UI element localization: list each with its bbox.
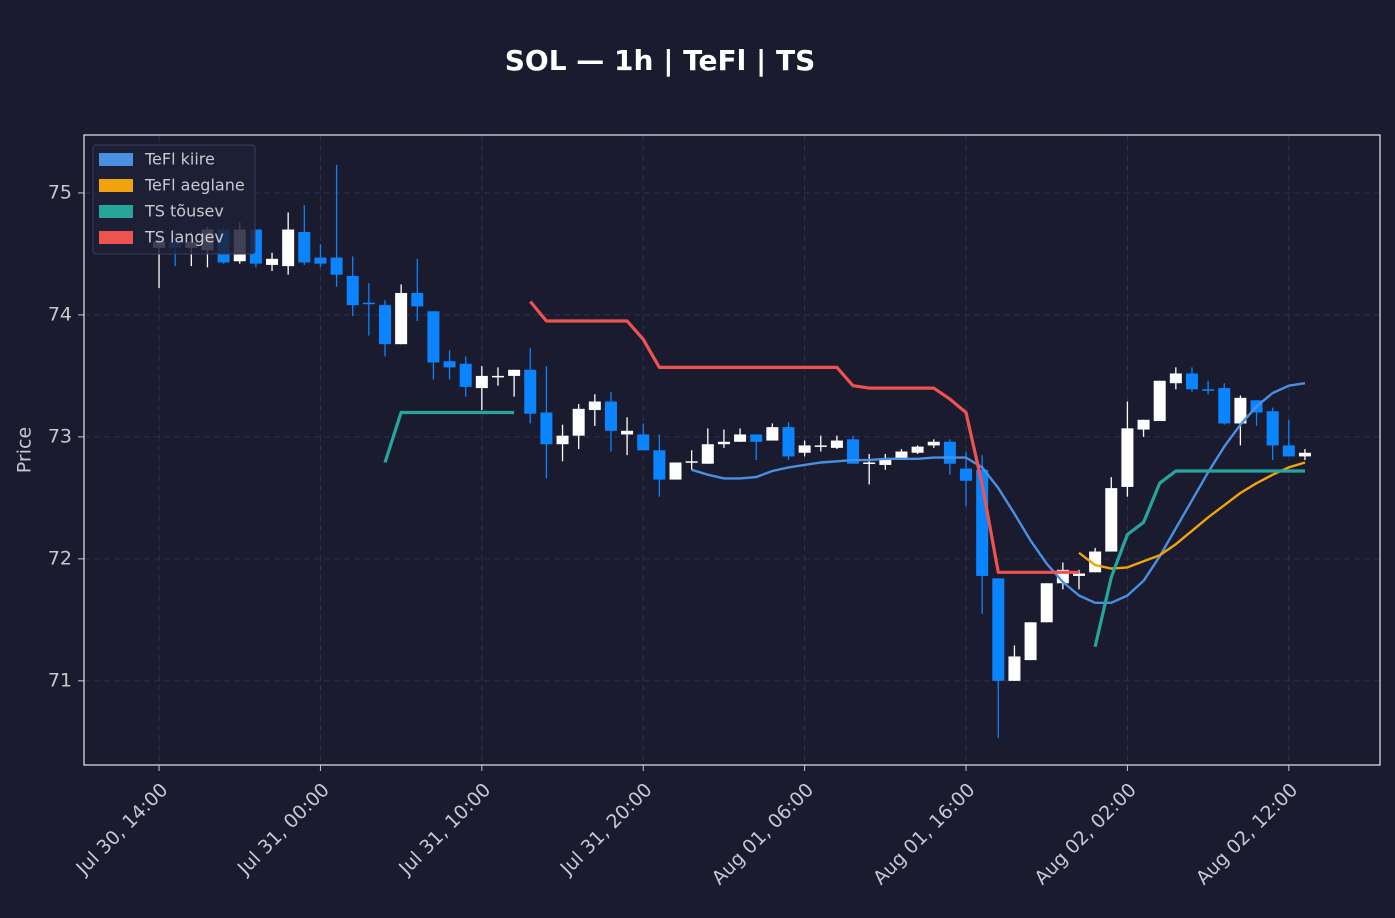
- candle-body: [653, 450, 666, 480]
- candle-body: [1153, 380, 1166, 422]
- candle-body: [717, 441, 730, 445]
- candle-body: [798, 445, 811, 453]
- legend-label: TeFl kiire: [144, 150, 215, 169]
- candle-body: [814, 445, 827, 447]
- candle-body: [556, 435, 569, 445]
- legend-label: TS tõusev: [144, 202, 224, 221]
- candle-body: [960, 468, 973, 481]
- legend-swatch: [99, 205, 133, 218]
- candle-body: [1234, 397, 1247, 424]
- candle-body: [298, 231, 311, 263]
- candle-body: [379, 305, 392, 345]
- candle-body: [847, 439, 860, 464]
- line-series: [1078, 461, 1306, 570]
- candle-body: [1298, 452, 1311, 457]
- y-tick-label: 72: [48, 547, 72, 569]
- candle-body: [1008, 656, 1021, 681]
- candle-body: [1089, 551, 1102, 573]
- candle-body: [362, 302, 375, 305]
- line-series: [691, 382, 1306, 604]
- candle-body: [911, 446, 924, 453]
- candle-body: [895, 451, 908, 459]
- y-tick-label: 74: [48, 303, 72, 325]
- candle-body: [1218, 388, 1231, 424]
- candle-body: [588, 401, 601, 411]
- candle-body: [750, 434, 763, 442]
- candle-body: [782, 427, 795, 457]
- candle-body: [879, 458, 892, 465]
- plot-frame: [83, 134, 1381, 766]
- candle-body: [992, 578, 1005, 681]
- candle-body: [1072, 573, 1085, 576]
- candle-body: [1024, 622, 1037, 661]
- candle-body: [314, 257, 327, 264]
- candle-body: [411, 292, 424, 307]
- y-tick-label: 75: [48, 181, 72, 203]
- candle-body: [1040, 583, 1053, 623]
- candle-body: [572, 408, 585, 436]
- candle-body: [491, 375, 504, 378]
- candle-body: [443, 361, 456, 368]
- candle-body: [604, 401, 617, 431]
- candle-body: [1185, 373, 1198, 390]
- candle-body: [943, 441, 956, 464]
- line-series: [529, 300, 1079, 574]
- candle-body: [1282, 445, 1295, 457]
- candle-body: [1105, 488, 1118, 552]
- candle-body: [621, 430, 634, 435]
- candle-body: [1266, 411, 1279, 446]
- y-tick-label: 73: [48, 425, 72, 447]
- candle-body: [637, 434, 650, 451]
- legend-swatch: [99, 179, 133, 192]
- chart-title: SOL — 1h | TeFl | TS: [505, 44, 816, 77]
- candle-body: [540, 412, 553, 445]
- candle-body: [330, 257, 343, 275]
- candle-body: [1137, 419, 1150, 430]
- legend-label: TeFl aeglane: [144, 176, 245, 195]
- candle-body: [1121, 428, 1134, 487]
- candle-body: [475, 375, 488, 389]
- candle-body: [282, 229, 295, 267]
- y-axis-label: Price: [14, 427, 36, 473]
- candle-body: [395, 292, 408, 345]
- legend-box: [92, 144, 256, 255]
- candle-body: [508, 369, 521, 376]
- y-tick-label: 71: [48, 669, 72, 691]
- line-series: [383, 410, 1305, 648]
- candle-body: [863, 462, 876, 465]
- candle-body: [427, 311, 440, 363]
- candle-body: [346, 275, 359, 306]
- legend-label: TS langev: [144, 228, 224, 247]
- candle-body: [734, 434, 747, 442]
- candle-body: [669, 462, 682, 480]
- candle-body: [685, 461, 698, 463]
- candle-body: [266, 258, 279, 265]
- candle-body: [830, 440, 843, 448]
- candle-body: [1169, 373, 1182, 384]
- candle-body: [1202, 389, 1215, 391]
- candle-body: [927, 441, 940, 446]
- candle-body: [701, 444, 714, 464]
- legend-swatch: [99, 231, 133, 244]
- candle-body: [459, 363, 472, 387]
- legend-swatch: [99, 153, 133, 166]
- candle-body: [766, 427, 779, 441]
- candle-body: [524, 369, 537, 414]
- plot-background: [84, 135, 1380, 765]
